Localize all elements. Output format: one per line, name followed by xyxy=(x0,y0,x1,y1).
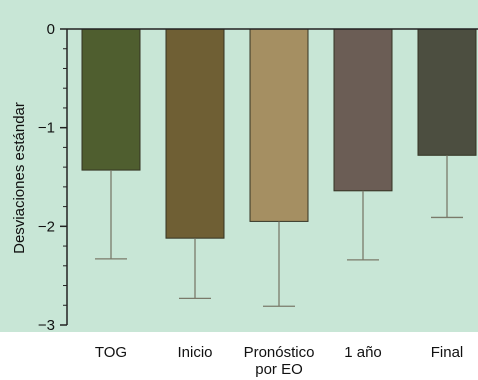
y-axis-title: Desviaciones estándar xyxy=(11,102,28,254)
axes-group xyxy=(66,28,478,325)
x-tick-label: Final xyxy=(431,344,464,361)
y-tick-label: 0 xyxy=(47,21,55,38)
x-labels-group: TOG Inicio Pronóstico por EO 1 año Final xyxy=(95,344,463,378)
y-ticks-group: 0 −1 −2 −3 xyxy=(38,21,67,334)
x-tick-label: TOG xyxy=(95,344,127,361)
y-tick-label: −2 xyxy=(38,218,55,235)
error-bars-group xyxy=(95,155,463,307)
y-tick-label: −3 xyxy=(38,317,55,334)
y-tick-label: −1 xyxy=(38,120,55,137)
bar xyxy=(417,28,477,156)
bar xyxy=(165,28,225,239)
x-tick-label: Inicio xyxy=(177,344,212,361)
bar xyxy=(333,28,393,192)
bar xyxy=(81,28,141,171)
x-tick-label: Pronóstico por EO xyxy=(244,344,315,378)
bar xyxy=(249,28,309,222)
plot-background xyxy=(0,0,478,332)
x-tick-label: 1 año xyxy=(344,344,382,361)
